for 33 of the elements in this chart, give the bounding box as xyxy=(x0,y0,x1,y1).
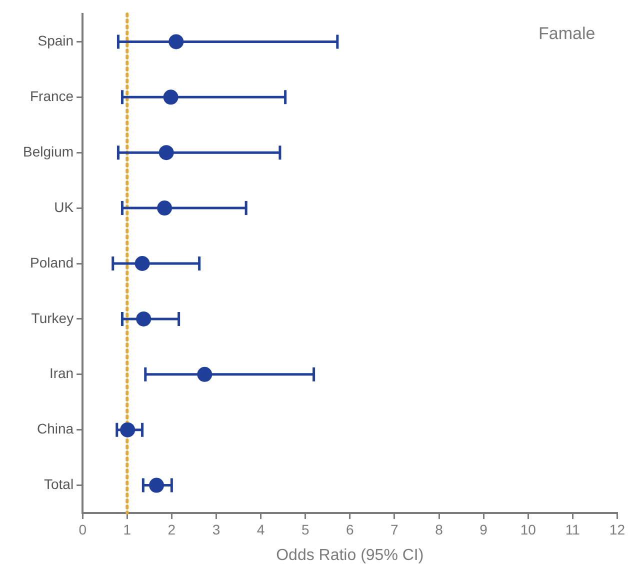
y-tick-label: Turkey xyxy=(31,310,74,326)
y-tick-label: UK xyxy=(54,198,74,215)
x-axis-title: Odds Ratio (95% CI) xyxy=(276,546,424,564)
point xyxy=(134,256,150,271)
y-tick-label: Belgium xyxy=(22,143,74,160)
point xyxy=(158,145,174,160)
point xyxy=(197,366,212,382)
x-tick-label: 9 xyxy=(480,521,488,538)
point xyxy=(168,34,184,50)
y-tick-label: France xyxy=(30,88,74,104)
point xyxy=(157,200,172,216)
point xyxy=(120,422,136,438)
point xyxy=(149,478,164,493)
x-tick-label: 0 xyxy=(78,521,87,538)
point xyxy=(136,311,152,326)
x-tick-label: 4 xyxy=(256,521,265,538)
x-tick-label: 6 xyxy=(346,521,354,538)
y-tick-label: Poland xyxy=(30,254,74,270)
y-tick-label: Iran xyxy=(49,365,74,382)
annotation: Famale xyxy=(538,24,596,44)
y-tick-label: China xyxy=(36,420,74,437)
x-tick-label: 2 xyxy=(168,521,176,538)
point xyxy=(163,90,178,105)
x-tick-label: 5 xyxy=(301,521,310,538)
x-tick-label: 7 xyxy=(390,521,399,538)
x-tick-label: 10 xyxy=(520,521,536,538)
x-tick-label: 12 xyxy=(609,521,626,538)
x-tick-label: 8 xyxy=(435,521,444,538)
y-tick-label: Spain xyxy=(38,32,74,49)
x-tick-label: 11 xyxy=(565,521,580,538)
x-tick-label: 3 xyxy=(212,521,220,538)
y-tick-label: Total xyxy=(44,476,74,492)
x-tick-label: 1 xyxy=(123,521,132,538)
